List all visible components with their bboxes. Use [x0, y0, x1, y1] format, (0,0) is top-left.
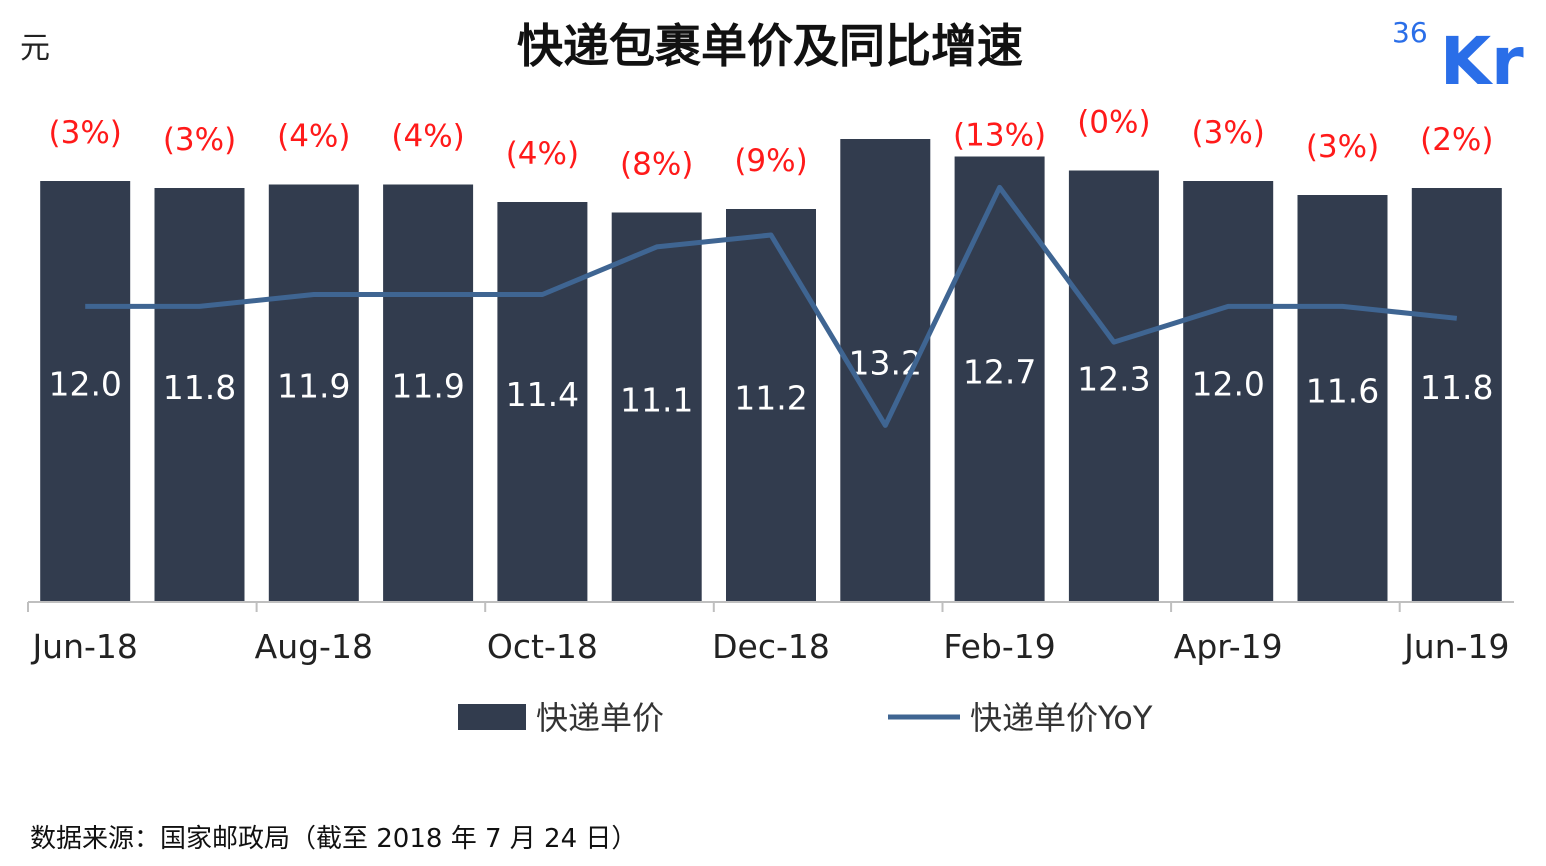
- bar-value-label: 11.1: [620, 380, 693, 419]
- chart-title: 快递包裹单价及同比增速: [517, 19, 1023, 73]
- bar-value-label: 11.9: [391, 366, 464, 405]
- bar-value-label: 12.0: [48, 365, 121, 404]
- yoy-value-label: (4%): [391, 119, 464, 155]
- bar: [383, 184, 474, 602]
- bar: [1297, 195, 1388, 602]
- source-note: 数据来源：国家邮政局（截至 2018 年 7 月 24 日）: [30, 824, 637, 854]
- x-tick-label: Feb-19: [943, 627, 1055, 666]
- yoy-value-label: (0%): [1077, 105, 1150, 141]
- logo-letters: Kr: [1440, 23, 1524, 100]
- x-tick-label: Jun-19: [1402, 627, 1509, 666]
- bar: [268, 184, 359, 602]
- yoy-value-label: (3%): [1192, 115, 1265, 151]
- legend-label-line: 快递单价YoY: [970, 699, 1153, 737]
- legend-swatch-bar: [458, 704, 526, 730]
- bar: [497, 202, 588, 602]
- legend-label-bar: 快递单价: [536, 699, 664, 737]
- bar: [726, 209, 816, 602]
- bar-series: [40, 139, 1502, 602]
- legend: 快递单价 快递单价YoY: [458, 699, 1153, 737]
- bar-value-label: 11.6: [1306, 372, 1379, 411]
- bar: [40, 181, 131, 602]
- x-tick-label: Dec-18: [712, 627, 830, 666]
- bar-value-label: 11.9: [277, 366, 350, 405]
- bar-value-labels: 12.0 11.8 11.9 11.9 11.4 11.1 11.213.2 12.7 12.3…: [48, 344, 1493, 420]
- bar-value-label: 11.8: [1420, 368, 1493, 407]
- yoy-value-label: (3%): [1306, 129, 1379, 165]
- bar: [611, 212, 702, 602]
- x-tick-label: Oct-18: [487, 627, 598, 666]
- bar-value-label: 11.2: [734, 379, 807, 418]
- yoy-value-label: (4%): [277, 119, 350, 155]
- logo: 36 Kr: [1392, 16, 1524, 100]
- x-tick-label: Jun-18: [30, 627, 137, 666]
- bar-value-label: 12.0: [1191, 365, 1264, 404]
- logo-number: 36: [1392, 16, 1428, 49]
- yoy-value-label: (4%): [506, 136, 579, 172]
- yoy-value-label: (8%): [620, 147, 693, 183]
- bar-value-label: 12.7: [963, 352, 1036, 391]
- bar-value-label: 11.8: [163, 368, 236, 407]
- yoy-value-label: (3%): [163, 122, 236, 158]
- bar-value-label: 11.4: [506, 375, 579, 414]
- bar: [1411, 188, 1502, 602]
- x-axis-ticks: [27, 602, 1401, 612]
- bar: [1183, 181, 1274, 602]
- yoy-value-label: (9%): [734, 143, 807, 179]
- yoy-line: [85, 184, 1458, 428]
- y-axis-unit-label: 元: [20, 31, 50, 66]
- bar: [840, 139, 931, 602]
- yoy-value-label: (13%): [953, 117, 1046, 153]
- yoy-value-label: (3%): [49, 115, 122, 151]
- bar-value-label: 12.3: [1077, 359, 1150, 398]
- yoy-value-label: (2%): [1420, 122, 1493, 158]
- x-axis-labels: Jun-18 Aug-18 Oct-18 Dec-18 Feb-19 Apr-19 Jun-…: [30, 627, 1509, 666]
- bar: [154, 188, 245, 602]
- bar: [1068, 170, 1159, 602]
- yoy-value-labels: (3%) (3%) (4%) (4%) (4%) (8%) (9%) (13%) (0%) (3%…: [49, 105, 1494, 183]
- x-tick-label: Aug-18: [255, 627, 373, 666]
- x-tick-label: Apr-19: [1174, 627, 1283, 666]
